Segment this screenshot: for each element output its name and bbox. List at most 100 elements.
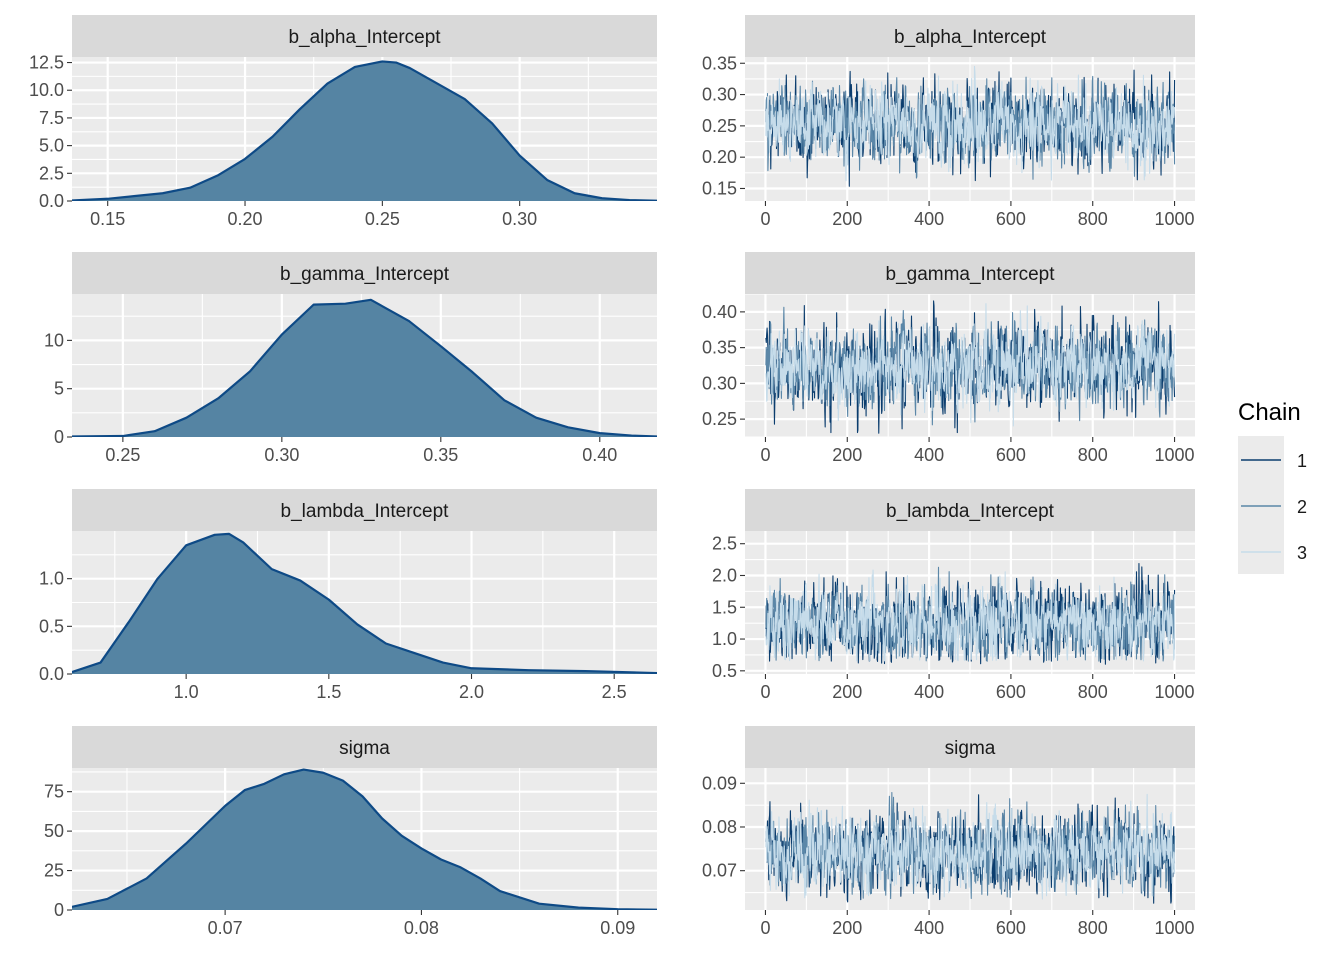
legend-label-2: 2 xyxy=(1297,497,1307,517)
trace-line-chain-3 xyxy=(765,65,1176,182)
strip-header xyxy=(745,489,1195,531)
panel-area-4: b_lambda_Intercept 1.0 1.5 2.0 2.5 0.0 0.5 1.0 xyxy=(39,489,657,702)
panel-area-0: b_alpha_Intercept 0.15 0.20 0.25 0.30 0.0 2.5 5… xyxy=(29,15,657,229)
trace-line-chain-3 xyxy=(765,569,1176,662)
chain-legend: Chain 1 2 3 xyxy=(1238,399,1307,574)
legend-label-3: 3 xyxy=(1297,543,1307,563)
x-tick-label: 0.25 xyxy=(365,209,400,229)
x-tick-label: 0 xyxy=(760,445,770,465)
x-tick-label: 600 xyxy=(996,918,1026,938)
y-tick-label: 0.25 xyxy=(702,409,737,429)
y-tick-label: 2.5 xyxy=(712,534,737,554)
x-tick-label: 0.08 xyxy=(404,918,439,938)
y-tick-label: 10 xyxy=(44,330,64,350)
strip-label: b_gamma_Intercept xyxy=(280,264,450,285)
y-tick-label: 12.5 xyxy=(29,53,64,73)
x-tick-label: 200 xyxy=(832,209,862,229)
x-tick-label: 2.0 xyxy=(459,682,484,702)
strip-header xyxy=(72,252,657,294)
x-tick-label: 800 xyxy=(1078,445,1108,465)
y-tick-label: 5.0 xyxy=(39,136,64,156)
x-tick-label: 0 xyxy=(760,918,770,938)
panel-line-3: b_gamma_Intercept 0 200 400 600 800 1000 0.25 0.… xyxy=(702,252,1195,465)
strip-label: b_alpha_Intercept xyxy=(894,27,1047,48)
panel-line-1: b_alpha_Intercept 0 200 400 600 800 1000 0.15 0.… xyxy=(702,15,1195,229)
strip-label: b_lambda_Intercept xyxy=(886,501,1055,522)
y-tick-label: 0.35 xyxy=(702,338,737,358)
x-tick-label: 1000 xyxy=(1155,209,1195,229)
strip-header xyxy=(72,726,657,768)
y-tick-label: 0.35 xyxy=(702,53,737,73)
y-tick-label: 0.25 xyxy=(702,116,737,136)
strip-header xyxy=(745,726,1195,768)
strip-label: sigma xyxy=(945,738,996,759)
y-tick-label: 5 xyxy=(54,379,64,399)
density-curve xyxy=(72,768,657,910)
x-tick-label: 0.30 xyxy=(502,209,537,229)
x-tick-label: 0.30 xyxy=(264,445,299,465)
density-area xyxy=(72,299,657,437)
trace-line-chain-3 xyxy=(765,793,1176,900)
y-tick-label: 0.30 xyxy=(702,373,737,393)
x-tick-label: 200 xyxy=(832,682,862,702)
x-tick-label: 0.40 xyxy=(582,445,617,465)
y-tick-label: 0.07 xyxy=(702,861,737,881)
y-tick-label: 0.0 xyxy=(39,664,64,684)
x-tick-label: 0.25 xyxy=(105,445,140,465)
y-tick-label: 0.08 xyxy=(702,817,737,837)
y-tick-label: 0 xyxy=(54,900,64,920)
y-tick-label: 2.0 xyxy=(712,565,737,585)
x-tick-label: 800 xyxy=(1078,682,1108,702)
strip-header xyxy=(745,15,1195,57)
x-tick-label: 0.15 xyxy=(90,209,125,229)
x-tick-label: 0.07 xyxy=(208,918,243,938)
x-tick-label: 600 xyxy=(996,445,1026,465)
panel-line-7: sigma 0 200 400 600 800 1000 0.07 0.08 0.09 xyxy=(702,726,1195,938)
x-tick-label: 200 xyxy=(832,445,862,465)
plot-area xyxy=(72,60,657,201)
panels: b_alpha_Intercept 0.15 0.20 0.25 0.30 0.0 2.5 5… xyxy=(29,15,1195,938)
plot-area xyxy=(765,563,1176,665)
strip-label: b_alpha_Intercept xyxy=(288,27,441,48)
x-tick-label: 600 xyxy=(996,682,1026,702)
x-tick-label: 600 xyxy=(996,209,1026,229)
y-tick-label: 0.0 xyxy=(39,191,64,211)
plot-area xyxy=(72,298,657,437)
x-tick-label: 0.09 xyxy=(600,918,635,938)
x-tick-label: 800 xyxy=(1078,209,1108,229)
x-tick-label: 0 xyxy=(760,682,770,702)
panel-line-5: b_lambda_Intercept 0 200 400 600 800 1000 0.5 1.… xyxy=(712,489,1195,702)
plot-area xyxy=(765,300,1176,434)
y-tick-label: 1.0 xyxy=(712,629,737,649)
density-curve xyxy=(72,532,657,674)
strip-label: b_gamma_Intercept xyxy=(886,264,1056,285)
y-tick-label: 10.0 xyxy=(29,80,64,100)
strip-header xyxy=(72,489,657,531)
density-area xyxy=(72,769,657,910)
density-curve xyxy=(72,60,657,201)
plot-area xyxy=(765,65,1176,187)
panel-area-6: sigma 0.07 0.08 0.09 0 25 50 75 xyxy=(44,726,657,938)
legend-title: Chain xyxy=(1238,399,1301,426)
x-tick-label: 400 xyxy=(914,445,944,465)
density-area xyxy=(72,533,657,674)
x-tick-label: 400 xyxy=(914,682,944,702)
y-tick-label: 7.5 xyxy=(39,108,64,128)
density-curve xyxy=(72,298,657,437)
y-tick-label: 0.5 xyxy=(39,616,64,636)
trace-line-chain-3 xyxy=(765,303,1176,427)
legend-label-1: 1 xyxy=(1297,451,1307,471)
y-tick-label: 25 xyxy=(44,861,64,881)
y-tick-label: 75 xyxy=(44,782,64,802)
x-tick-label: 400 xyxy=(914,918,944,938)
strip-header xyxy=(745,252,1195,294)
y-tick-label: 0.20 xyxy=(702,147,737,167)
x-tick-label: 2.5 xyxy=(602,682,627,702)
plot-area xyxy=(72,768,657,910)
y-tick-label: 50 xyxy=(44,821,64,841)
strip-header xyxy=(72,15,657,57)
x-tick-label: 1000 xyxy=(1155,918,1195,938)
y-tick-label: 0.40 xyxy=(702,302,737,322)
y-tick-label: 1.5 xyxy=(712,597,737,617)
